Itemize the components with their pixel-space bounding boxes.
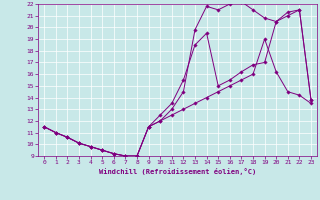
X-axis label: Windchill (Refroidissement éolien,°C): Windchill (Refroidissement éolien,°C) [99,168,256,175]
